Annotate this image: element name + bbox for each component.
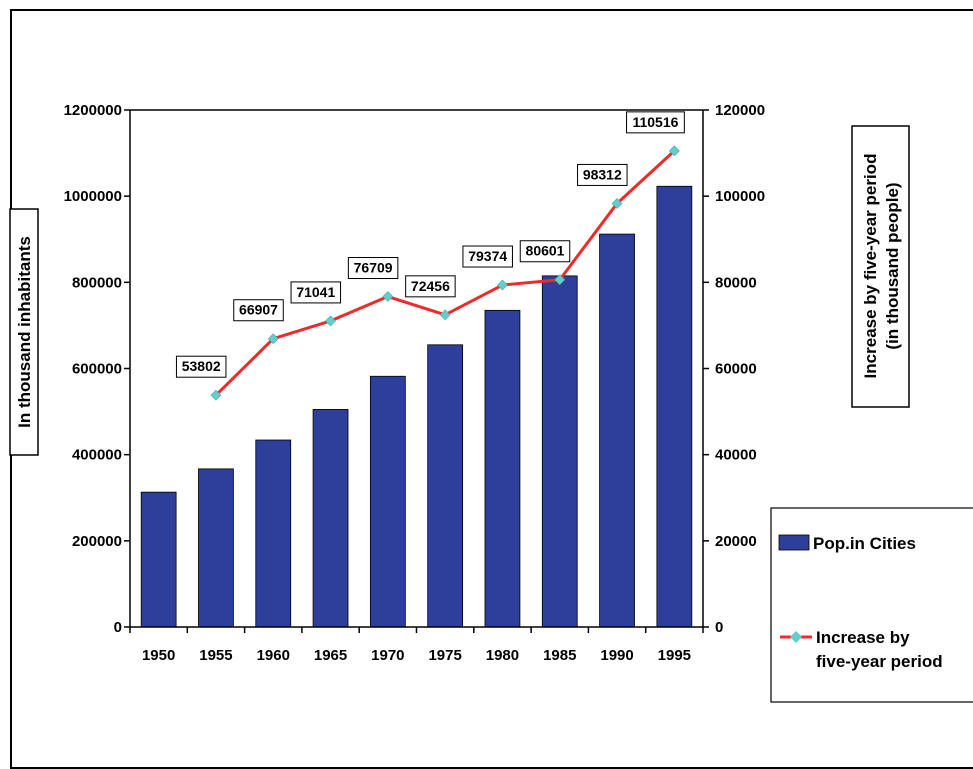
y-tick-label: 400000 (72, 447, 122, 464)
increase-point-1995 (668, 145, 680, 157)
y2-tick-label: 0 (715, 619, 723, 636)
x-tick-label: 1960 (257, 647, 290, 664)
y2-tick-label: 80000 (715, 274, 757, 291)
data-labels-layer: 53802 66907 71041 76709 72456 79374 80601 98312… (175, 111, 685, 378)
x-tick-label: 1990 (600, 647, 633, 664)
data-label-1975: 72456 (411, 278, 450, 294)
data-label-1960: 66907 (239, 302, 278, 318)
legend-line-marker (790, 631, 802, 643)
y-axis-title: In thousand inhabitants (9, 208, 39, 456)
legend: Pop.in Cities Increase by five-year peri… (770, 507, 973, 703)
x-tick-label: 1950 (142, 647, 175, 664)
axes-layer: 0 200000 400000 600000 800000 1000000 1200000 0… (64, 102, 765, 664)
y2-tick-label: 20000 (715, 533, 757, 550)
data-label-box (405, 275, 456, 298)
bar-1990 (599, 233, 635, 628)
x-tick-label: 1980 (486, 647, 519, 664)
bar-1960 (255, 439, 292, 628)
y-tick-label: 800000 (72, 274, 122, 291)
data-label-1970: 76709 (354, 260, 393, 276)
x-tick-label: 1970 (371, 647, 404, 664)
y2-tick-label: 100000 (715, 188, 765, 205)
combo-chart: 0 200000 400000 600000 800000 1000000 1200000 0… (9, 102, 973, 703)
y2-axis-title-line2: (in thousand people) (883, 182, 902, 349)
y2-tick-label: 60000 (715, 361, 757, 378)
x-tick-label: 1995 (658, 647, 691, 664)
x-tick-label: 1975 (428, 647, 461, 664)
bars-layer (140, 185, 693, 628)
bar-1985 (541, 275, 578, 628)
x-tick-label: 1955 (199, 647, 232, 664)
increase-point-1975 (439, 309, 451, 321)
bar-1965 (312, 409, 349, 628)
data-label-1955: 53802 (182, 358, 221, 374)
bar-1955 (198, 468, 234, 628)
y-tick-label: 0 (114, 619, 122, 636)
y2-axis-title: Increase by five-year period (in thousan… (851, 125, 910, 408)
data-label-1965: 71041 (296, 284, 335, 300)
increase-point-1965 (325, 315, 336, 327)
data-label-box (233, 299, 284, 322)
line-layer (210, 145, 680, 401)
increase-point-1970 (382, 291, 394, 302)
y2-tick-label: 40000 (715, 447, 757, 464)
legend-bar-label: Pop.in Cities (813, 534, 916, 553)
y-axis-title-text: In thousand inhabitants (15, 236, 34, 428)
increase-point-1960 (267, 333, 279, 345)
legend-bar-swatch (778, 534, 810, 551)
y-tick-label: 1200000 (64, 102, 122, 119)
y-tick-label: 1000000 (64, 188, 122, 205)
bar-1970 (369, 375, 406, 628)
increase-point-1980 (497, 279, 508, 291)
bar-1980 (484, 309, 521, 628)
data-label-box (626, 111, 685, 134)
data-label-box (462, 245, 513, 268)
data-label-box (577, 163, 628, 186)
data-label-1995: 110516 (632, 114, 678, 130)
data-label-1980: 79374 (468, 248, 507, 264)
chart-stage: 0 200000 400000 600000 800000 1000000 1200000 0… (9, 9, 973, 769)
data-label-box (290, 281, 342, 304)
y2-tick-label: 120000 (715, 102, 765, 119)
x-tick-label: 1965 (314, 647, 347, 664)
data-label-1985: 80601 (526, 243, 565, 259)
y-tick-label: 200000 (72, 533, 122, 550)
data-label-box (175, 355, 227, 378)
y2-axis-title-line1: Increase by five-year period (861, 154, 880, 379)
increase-point-1985 (554, 274, 566, 286)
y-tick-label: 600000 (72, 361, 122, 378)
increase-point-1955 (210, 389, 222, 401)
bar-1975 (427, 344, 464, 628)
x-tick-label: 1985 (543, 647, 576, 664)
data-label-1990: 98312 (583, 166, 622, 182)
data-label-box (519, 240, 571, 263)
legend-line-label-1: Increase by (816, 628, 910, 647)
legend-line-label-2: five-year period (816, 652, 943, 671)
data-label-box (347, 257, 399, 280)
bar-1995 (656, 185, 693, 628)
bar-1950 (140, 491, 177, 628)
increase-point-1990 (611, 198, 623, 209)
